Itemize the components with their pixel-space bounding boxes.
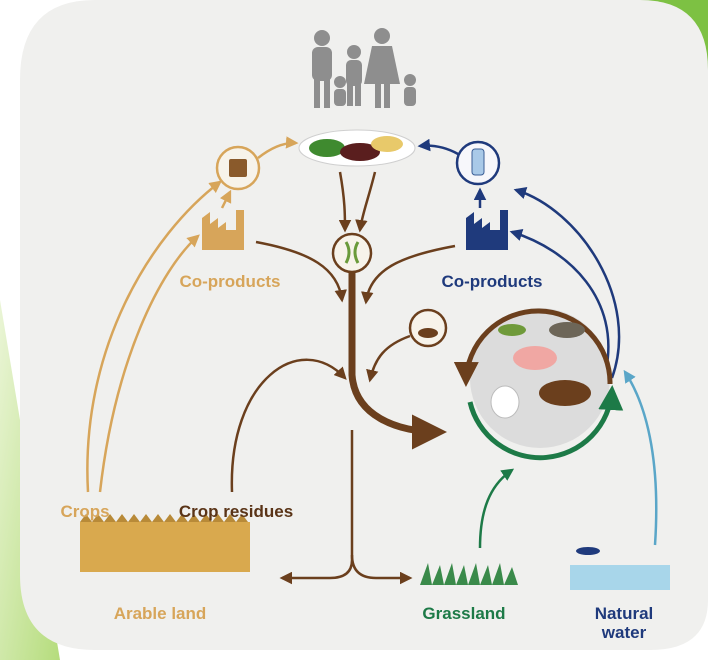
food-waste-node [333,234,371,272]
label: Crops [60,502,109,521]
cow-icon [539,380,591,406]
label: Co-products [441,272,542,291]
insect-icon [498,324,526,336]
label: Co-products [179,272,280,291]
crop-field [80,522,250,572]
pig-icon [513,346,557,370]
label: water [601,623,647,642]
manure-icon [418,328,438,338]
milk-icon [472,149,484,175]
label: Grassland [422,604,505,623]
food-box-icon [229,159,247,177]
fish-icon [549,322,585,338]
water-icon [570,565,670,590]
diagram: Co-products Co-products Crops Crop resid… [0,0,708,660]
chicken-icon [491,386,519,418]
label: Crop residues [179,502,293,521]
label: Natural [595,604,654,623]
potatoes [371,136,403,152]
page: {"diagram": { "labels": { "co_products_l… [0,0,708,660]
fish-small-icon [576,547,600,555]
label: Arable land [114,604,207,623]
vegetables [309,139,345,157]
